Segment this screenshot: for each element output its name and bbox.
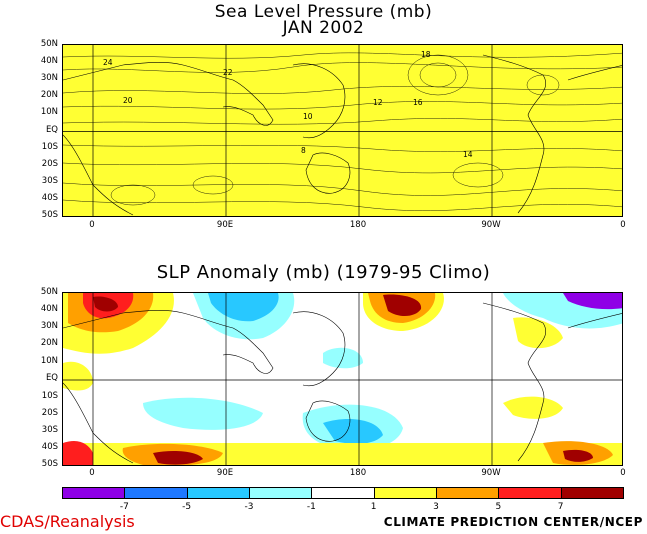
colorbar-tick-label: -3 xyxy=(244,502,254,512)
lat-label: 40S xyxy=(41,193,58,203)
lat-label: 30S xyxy=(41,176,58,186)
lat-label: 50N xyxy=(40,287,58,297)
slp-map: 24 22 20 18 16 14 12 10 8 xyxy=(63,45,622,216)
lat-label: 20S xyxy=(41,159,58,169)
lon-label: 90W xyxy=(481,220,501,230)
lat-label: 40N xyxy=(40,56,58,66)
colorbar-tick-label: 3 xyxy=(433,502,439,512)
lat-label: 40S xyxy=(41,442,58,452)
lat-label: 50S xyxy=(41,210,58,220)
contour-label: 14 xyxy=(463,150,473,159)
colorbar-tick-label: -7 xyxy=(119,502,129,512)
colorbar-swatch xyxy=(124,487,188,499)
colorbar-swatch xyxy=(436,487,500,499)
lat-label: EQ xyxy=(45,373,58,383)
colorbar-tick-label: 7 xyxy=(557,502,564,512)
lat-label: 30N xyxy=(40,73,58,83)
colorbar-swatch xyxy=(311,487,375,499)
lon-label: 0 xyxy=(620,220,626,230)
lon-label: 180 xyxy=(349,220,367,230)
data-source-credit: CDAS/Reanalysis xyxy=(0,512,135,531)
lat-label: 10S xyxy=(41,142,58,152)
lon-label: 90E xyxy=(216,220,234,230)
lat-label: 40N xyxy=(40,304,58,314)
colorbar-swatch xyxy=(249,487,313,499)
colorbar-swatch xyxy=(498,487,562,499)
colorbar-swatch xyxy=(186,487,250,499)
lon-label: 180 xyxy=(349,468,367,478)
contour-label: 18 xyxy=(421,50,431,59)
contour-label: 22 xyxy=(223,68,233,77)
map-date: JAN 2002 xyxy=(282,18,365,38)
lon-label: 90E xyxy=(216,468,234,478)
lon-label: 0 xyxy=(89,220,95,230)
contour-label: 8 xyxy=(301,146,306,155)
anomaly-title: SLP Anomaly (mb) (1979-95 Climo) xyxy=(156,262,491,283)
producer-credit: CLIMATE PREDICTION CENTER/NCEP xyxy=(383,515,643,529)
colorbar-swatch xyxy=(62,487,126,499)
lat-label: 20N xyxy=(40,338,58,348)
anomaly-map xyxy=(63,293,622,465)
lat-label: 30N xyxy=(40,321,58,331)
contour-label: 12 xyxy=(373,98,383,107)
contour-label: 10 xyxy=(303,112,313,121)
anomaly-map-panel xyxy=(62,292,623,466)
contour-label: 16 xyxy=(413,98,423,107)
map-title: Sea Level Pressure (mb) xyxy=(214,2,433,22)
lat-label: 50S xyxy=(41,459,58,469)
lat-label: 10N xyxy=(40,356,58,366)
colorbar-tick-label: 5 xyxy=(495,502,502,512)
colorbar-tick-label: 1 xyxy=(370,502,377,512)
lon-label: 0 xyxy=(620,468,626,478)
lat-label: 10N xyxy=(40,107,58,117)
slp-map-panel: 24 22 20 18 16 14 12 10 8 xyxy=(62,44,623,217)
colorbar-swatch xyxy=(373,487,437,499)
lon-label: 90W xyxy=(481,468,501,478)
colorbar-swatch xyxy=(560,487,624,499)
lat-label: 50N xyxy=(40,39,58,49)
lat-label: 20S xyxy=(41,408,58,418)
colorbar-tick-label: -5 xyxy=(182,502,192,512)
lat-label: 20N xyxy=(40,90,58,100)
lat-label: EQ xyxy=(45,125,58,135)
lat-label: 30S xyxy=(41,425,58,435)
lon-label: 0 xyxy=(89,468,95,478)
lat-label: 10S xyxy=(41,391,58,401)
contour-label: 24 xyxy=(103,58,113,67)
colorbar-tick-label: -1 xyxy=(306,502,316,512)
contour-label: 20 xyxy=(123,96,133,105)
